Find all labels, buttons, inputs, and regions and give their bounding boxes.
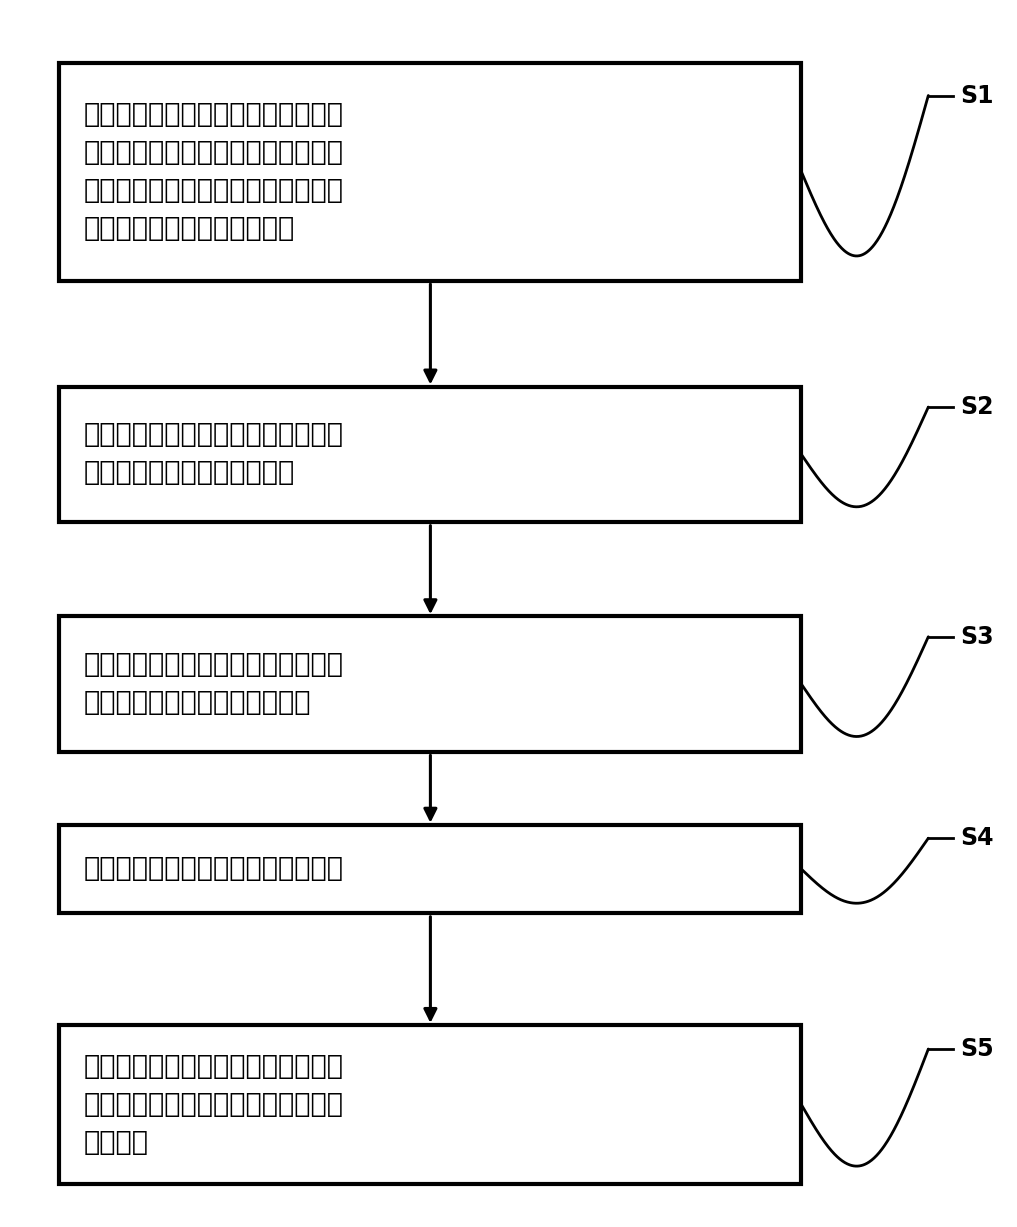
Bar xyxy=(59,1026,801,1184)
Text: S3: S3 xyxy=(960,625,995,649)
Text: 物联网数据抓取模块抓取高压组合熔
断器故障检测模块的检测数据: 物联网数据抓取模块抓取高压组合熔 断器故障检测模块的检测数据 xyxy=(83,422,344,486)
Text: S1: S1 xyxy=(960,83,994,108)
Text: 无线传输模块将物联网数据抓取模块
抓取的检测数据传输到云数据库: 无线传输模块将物联网数据抓取模块 抓取的检测数据传输到云数据库 xyxy=(83,653,344,717)
Bar xyxy=(59,387,801,523)
Text: 检测官方平台从云数据库获取检测数
据并对检测数据进行分析处理，得出
检测结果: 检测官方平台从云数据库获取检测数 据并对检测数据进行分析处理，得出 检测结果 xyxy=(83,1054,344,1156)
Bar xyxy=(59,616,801,752)
Bar xyxy=(59,825,801,913)
Text: S4: S4 xyxy=(960,826,994,850)
Text: 云数据库对检测数据进行分类和存储: 云数据库对检测数据进行分类和存储 xyxy=(83,856,344,882)
Text: S5: S5 xyxy=(960,1037,995,1061)
Text: 高压组合熔断器故障检测模块的两个
外部引脚电连接于高压组合熔断器两
端，员工手持端发送唤醒信号，电源
模块唤醒主控芯片，开始检测: 高压组合熔断器故障检测模块的两个 外部引脚电连接于高压组合熔断器两 端，员工手持… xyxy=(83,102,344,242)
Bar xyxy=(59,63,801,281)
Text: S2: S2 xyxy=(960,395,994,420)
